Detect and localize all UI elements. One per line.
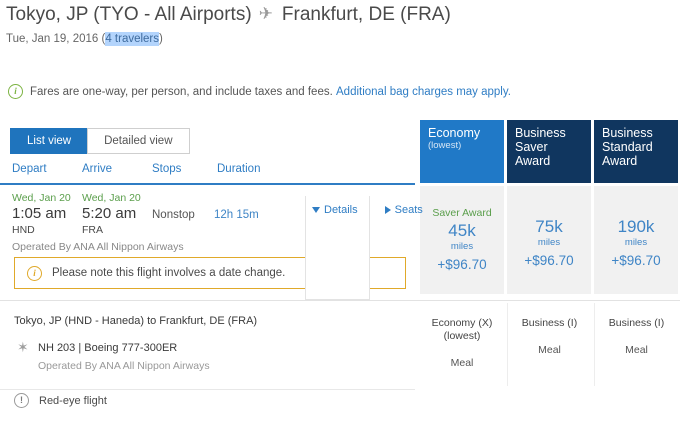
detail-class-economy-sub: (lowest) [443, 330, 481, 342]
flight-detail-section: Tokyo, JP (HND - Haneda) to Frankfurt, D… [0, 303, 415, 386]
fare-cell-business-saver[interactable]: 75k miles +$96.70 [507, 186, 591, 294]
detail-cell-business-standard: Business (I) Meal [594, 303, 678, 386]
airplane-icon: ✈ [258, 4, 273, 23]
fare-header-business-saver[interactable]: Business Saver Award [507, 120, 591, 183]
column-header-depart[interactable]: Depart [12, 163, 47, 175]
travelers-count: 4 travelers [105, 32, 160, 46]
fare-cells: Saver Award 45k miles +$96.70 75k miles … [420, 186, 680, 294]
flight-row: Wed, Jan 20 1:05 am HND Wed, Jan 20 5:20… [0, 186, 415, 294]
detail-class-business-saver: Business (I) [521, 317, 578, 329]
fare-header-economy[interactable]: Economy (lowest) [420, 120, 504, 183]
flight-actions: Details Seats [312, 204, 423, 216]
tab-detailed-view[interactable]: Detailed view [87, 128, 190, 154]
detail-class-economy: Economy (X) [431, 317, 493, 329]
detail-operated-by: Operated By ANA All Nippon Airways [38, 360, 210, 372]
fare-header-economy-sub: (lowest) [428, 140, 462, 151]
fare-price-business-saver: +$96.70 [524, 253, 574, 268]
fare-miles-economy: 45k [448, 221, 476, 240]
detail-route: Tokyo, JP (HND - Haneda) to Frankfurt, D… [14, 315, 258, 327]
info-circle-icon: i [27, 265, 42, 281]
arrive-airport-code: FRA [82, 224, 103, 236]
column-header-rule [0, 183, 415, 185]
travel-date: Tue, Jan 19, 2016 [6, 33, 99, 45]
detail-divider [0, 389, 415, 390]
arrive-date: Wed, Jan 20 [82, 192, 141, 204]
fare-price-economy: +$96.70 [437, 257, 487, 272]
exclamation-circle-icon: ! [14, 393, 29, 408]
fare-miles-business-saver: 75k [535, 217, 563, 236]
route-subtitle: Tue, Jan 19, 2016 (4 travelers) [6, 32, 163, 46]
depart-time: 1:05 am [12, 205, 67, 222]
tab-list-view[interactable]: List view [10, 128, 89, 154]
depart-date: Wed, Jan 20 [12, 192, 71, 204]
column-header-duration[interactable]: Duration [217, 163, 261, 175]
fare-miles-unit-business-saver: miles [537, 237, 561, 248]
info-circle-icon: i [8, 84, 23, 99]
fares-notice-text: Fares are one-way, per person, and inclu… [30, 85, 333, 98]
view-toggle: List view Detailed view [10, 128, 190, 154]
flight-operated-by: Operated By ANA All Nippon Airways [12, 241, 184, 253]
detail-meal-economy: Meal [450, 357, 474, 369]
column-headers: Depart Arrive Stops Duration [0, 163, 415, 185]
fare-header-business-saver-title: Business Saver Award [515, 126, 566, 168]
depart-airport-code: HND [12, 224, 35, 236]
detail-cell-economy: Economy (X) (lowest) Meal [420, 303, 504, 386]
details-dropdown-panel [305, 196, 370, 300]
detail-flight-equipment: NH 203 | Boeing 777-300ER [38, 342, 178, 354]
fare-column-headers: Economy (lowest) Business Saver Award Bu… [420, 120, 680, 183]
paren-open: ( [101, 33, 106, 45]
destination-airport: Frankfurt, DE (FRA) [281, 4, 451, 25]
bag-charges-link[interactable]: Additional bag charges may apply. [336, 85, 511, 98]
details-label: Details [324, 204, 358, 216]
redeye-notice: ! Red-eye flight [14, 393, 107, 408]
redeye-label: Red-eye flight [39, 394, 107, 407]
chevron-down-icon [312, 207, 320, 213]
fare-cell-economy[interactable]: Saver Award 45k miles +$96.70 [420, 186, 504, 294]
fares-notice: i Fares are one-way, per person, and inc… [8, 84, 511, 99]
fare-badge-saver: Saver Award [432, 207, 492, 219]
flight-duration: 12h 15m [214, 209, 259, 221]
detail-fare-cells: Economy (X) (lowest) Meal Business (I) M… [420, 303, 680, 386]
fare-miles-unit-business-standard: miles [624, 237, 648, 248]
fare-header-business-standard[interactable]: Business Standard Award [594, 120, 678, 183]
star-alliance-icon: ✶ [17, 339, 29, 355]
origin-airport: Tokyo, JP (TYO - All Airports) [6, 4, 252, 25]
seats-toggle[interactable]: Seats [384, 204, 423, 216]
chevron-right-icon [384, 206, 391, 214]
detail-meal-business-saver: Meal [538, 344, 561, 356]
fare-header-business-standard-title: Business Standard Award [602, 126, 653, 168]
flight-stops: Nonstop [152, 209, 195, 221]
detail-meal-business-standard: Meal [625, 344, 648, 356]
column-header-stops[interactable]: Stops [152, 163, 182, 175]
seats-label: Seats [394, 204, 423, 216]
paren-close: ) [159, 33, 163, 45]
fare-miles-unit-economy: miles [450, 241, 474, 252]
arrive-time: 5:20 am [82, 205, 137, 222]
details-toggle[interactable]: Details [312, 204, 358, 216]
fare-miles-business-standard: 190k [617, 217, 655, 236]
column-header-arrive[interactable]: Arrive [82, 163, 113, 175]
fare-price-business-standard: +$96.70 [611, 253, 661, 268]
fare-cell-business-standard[interactable]: 190k miles +$96.70 [594, 186, 678, 294]
fare-header-economy-title: Economy [428, 126, 481, 140]
detail-cell-business-saver: Business (I) Meal [507, 303, 591, 386]
route-title: Tokyo, JP (TYO - All Airports) ✈ Frankfurt… [6, 4, 451, 26]
date-change-alert-text: Please note this flight involves a date … [52, 267, 286, 279]
section-divider [0, 300, 680, 301]
detail-class-business-standard: Business (I) [608, 317, 665, 329]
